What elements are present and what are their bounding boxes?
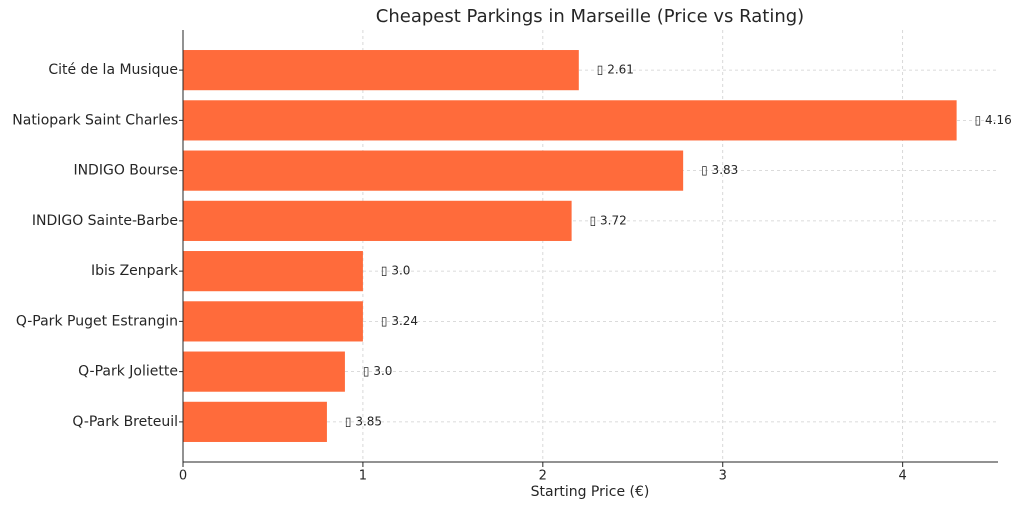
chart-title: Cheapest Parkings in Marseille (Price vs… [376,6,804,27]
y-tick-label: Q-Park Breteuil [72,414,178,430]
y-tick-label: INDIGO Sainte-Barbe [32,213,178,229]
annotation: ▯ 3.0 [381,264,411,278]
annotation: ▯ 3.72 [590,213,627,227]
y-tick-label: Q-Park Puget Estrangin [16,313,178,329]
bar [183,301,363,342]
x-tick-label: 2 [539,469,547,484]
bar [183,50,579,91]
bar [183,100,957,141]
y-tick-label: Q-Park Joliette [78,364,178,380]
annotation: ▯ 3.0 [363,364,393,378]
bar [183,401,327,442]
y-tick-label: Ibis Zenpark [91,263,179,279]
bar [183,200,572,241]
annotation: ▯ 4.16 [975,113,1012,127]
y-tick-label: Cité de la Musique [48,62,178,78]
annotation: ▯ 3.83 [701,163,738,177]
y-tick-label: INDIGO Bourse [73,163,178,179]
annotation: ▯ 2.61 [597,63,634,77]
bar [183,150,684,191]
x-tick-label: 1 [359,469,367,484]
x-tick-label: 4 [899,469,907,484]
bar [183,351,345,392]
annotation: ▯ 3.24 [381,314,418,328]
y-tick-label: Natiopark Saint Charles [12,112,178,128]
x-axis-label: Starting Price (€) [531,484,650,500]
x-tick-label: 3 [719,469,727,484]
x-tick-label: 0 [179,469,187,484]
annotation: ▯ 3.85 [345,414,382,428]
bar [183,251,363,292]
